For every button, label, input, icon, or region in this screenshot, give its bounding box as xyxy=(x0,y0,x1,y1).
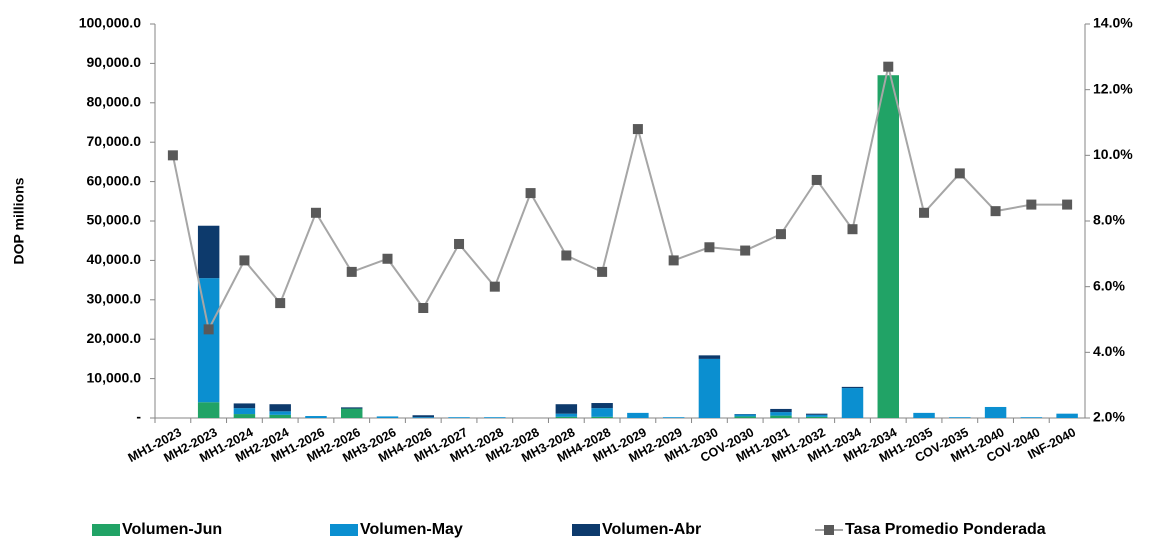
bar xyxy=(555,416,578,418)
bar xyxy=(555,413,578,417)
legend-swatch xyxy=(92,524,120,536)
marker xyxy=(346,266,357,277)
bar xyxy=(591,403,613,409)
bar xyxy=(484,417,506,418)
y2-tick-label: 2.0% xyxy=(1093,409,1125,425)
y-tick-label: 60,000.0 xyxy=(87,172,142,188)
bar xyxy=(841,386,864,389)
y2-tick-label: 10.0% xyxy=(1093,146,1133,162)
bar xyxy=(269,411,291,415)
bar xyxy=(233,408,256,415)
y-tick-label: 40,000.0 xyxy=(87,251,142,267)
marker xyxy=(525,188,536,199)
bar xyxy=(806,413,828,415)
y2-tick-label: 12.0% xyxy=(1093,80,1133,96)
bar xyxy=(877,75,899,418)
y-tick-label: 10,000.0 xyxy=(87,369,142,385)
y-tick-label: 80,000.0 xyxy=(87,94,142,110)
bar xyxy=(197,402,220,418)
marker xyxy=(847,224,858,235)
bar xyxy=(806,414,828,417)
marker xyxy=(740,245,751,256)
y2-tick-label: 14.0% xyxy=(1093,15,1133,31)
bar xyxy=(269,404,291,412)
marker xyxy=(668,255,679,266)
y-tick-label: 100,000.0 xyxy=(79,15,141,31)
legend-label: Volumen-Abr xyxy=(602,521,701,538)
bar xyxy=(305,416,327,418)
legend-swatch xyxy=(572,524,600,536)
marker xyxy=(632,124,643,135)
bar xyxy=(376,416,399,418)
bar xyxy=(770,415,792,418)
line xyxy=(171,66,1068,333)
marker xyxy=(239,255,250,266)
bar xyxy=(341,407,363,409)
bar xyxy=(698,355,721,359)
bar xyxy=(770,408,792,413)
bar xyxy=(591,408,613,417)
bar xyxy=(1020,417,1043,418)
marker xyxy=(454,238,465,249)
y-axis-label: DOP millions xyxy=(11,177,27,264)
bar xyxy=(913,412,935,418)
marker xyxy=(418,303,429,314)
marker xyxy=(883,61,894,72)
bar xyxy=(949,417,971,418)
marker xyxy=(167,150,178,161)
bar xyxy=(662,417,685,418)
y-tick-label: 30,000.0 xyxy=(87,291,142,307)
legend-label: Tasa Promedio Ponderada xyxy=(845,521,1046,538)
marker xyxy=(1026,199,1037,210)
bar xyxy=(233,403,256,409)
bar xyxy=(197,225,220,279)
legend-label: Volumen-May xyxy=(360,521,463,538)
marker xyxy=(704,242,715,253)
bar xyxy=(841,388,864,418)
y-tick-label: 20,000.0 xyxy=(87,330,142,346)
bar xyxy=(698,358,721,418)
marker xyxy=(919,207,930,218)
bar xyxy=(627,412,649,418)
marker xyxy=(275,298,286,309)
y-tick-label: 50,000.0 xyxy=(87,212,142,228)
bar xyxy=(806,416,828,418)
marker xyxy=(990,206,1001,217)
marker xyxy=(203,324,214,335)
bar xyxy=(555,404,578,414)
bar xyxy=(984,406,1007,418)
y-tick-label: 70,000.0 xyxy=(87,133,142,149)
marker xyxy=(597,266,608,277)
marker xyxy=(561,250,572,261)
marker xyxy=(382,253,393,264)
bar xyxy=(1056,413,1078,418)
bar xyxy=(734,414,756,417)
y2-tick-label: 8.0% xyxy=(1093,212,1125,228)
y2-tick-label: 4.0% xyxy=(1093,343,1125,359)
bar xyxy=(412,415,434,418)
bar xyxy=(197,278,220,403)
bar xyxy=(269,414,291,418)
bar xyxy=(233,414,256,418)
bar xyxy=(412,417,434,418)
y2-tick-label: 6.0% xyxy=(1093,277,1125,293)
marker xyxy=(489,281,500,292)
legend-label: Volumen-Jun xyxy=(122,521,222,538)
bar xyxy=(448,417,470,418)
legend-swatch xyxy=(330,524,358,536)
marker xyxy=(775,229,786,240)
bar xyxy=(341,408,363,418)
y-tick-label: 90,000.0 xyxy=(87,54,142,70)
marker xyxy=(954,168,965,179)
marker xyxy=(811,174,822,185)
bar xyxy=(770,412,792,416)
bar xyxy=(734,416,756,418)
y-tick-label: - xyxy=(136,409,141,425)
legend-marker xyxy=(824,525,834,535)
bar xyxy=(591,416,613,418)
marker xyxy=(1062,199,1073,210)
marker xyxy=(310,207,321,218)
